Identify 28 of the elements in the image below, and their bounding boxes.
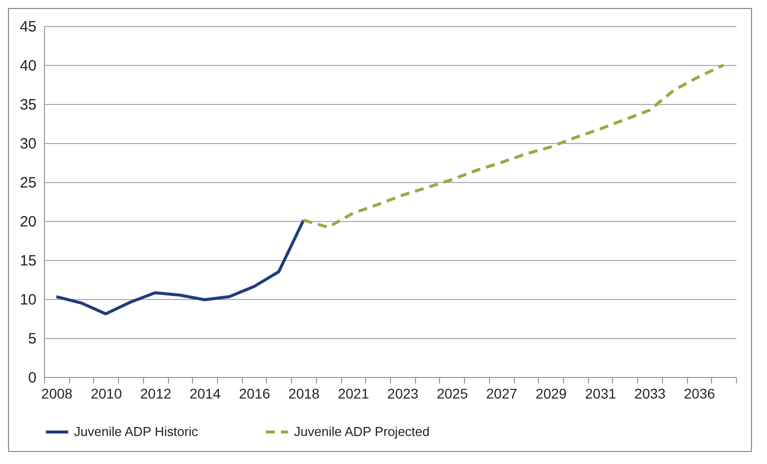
x-tick-label: 2021 bbox=[338, 386, 370, 402]
y-tick-label: 0 bbox=[28, 370, 36, 386]
x-tick-label: 2036 bbox=[684, 386, 716, 402]
y-tick-label: 20 bbox=[20, 214, 36, 230]
y-tick-label: 40 bbox=[20, 58, 36, 74]
y-tick-label: 30 bbox=[20, 136, 36, 152]
legend-label: Juvenile ADP Historic bbox=[74, 424, 199, 439]
x-tick-label: 2027 bbox=[486, 386, 518, 402]
y-tick-label: 35 bbox=[20, 96, 36, 114]
x-tick-label: 2025 bbox=[436, 386, 468, 402]
x-tick-label: 2031 bbox=[584, 386, 616, 402]
x-tick-label: 2014 bbox=[190, 386, 221, 402]
x-tick-label: 2012 bbox=[140, 386, 172, 402]
line-series bbox=[54, 218, 305, 316]
x-tick-label: 2008 bbox=[41, 386, 73, 402]
legend-label: Juvenile ADP Projected bbox=[294, 424, 430, 439]
x-tick-label: 2016 bbox=[238, 386, 270, 402]
y-tick-label: 45 bbox=[20, 18, 36, 36]
x-tick-label: 2033 bbox=[634, 386, 666, 402]
line-series bbox=[302, 64, 726, 229]
x-tick-label: 2029 bbox=[536, 386, 567, 402]
y-tick-label: 25 bbox=[20, 174, 36, 192]
y-tick-label: 10 bbox=[20, 292, 36, 308]
y-tick-label: 15 bbox=[20, 252, 36, 270]
y-tick-label: 5 bbox=[28, 330, 36, 348]
x-tick-label: 2023 bbox=[387, 386, 419, 402]
x-tick-label: 2010 bbox=[90, 386, 122, 402]
x-tick-label: 2018 bbox=[288, 386, 320, 402]
